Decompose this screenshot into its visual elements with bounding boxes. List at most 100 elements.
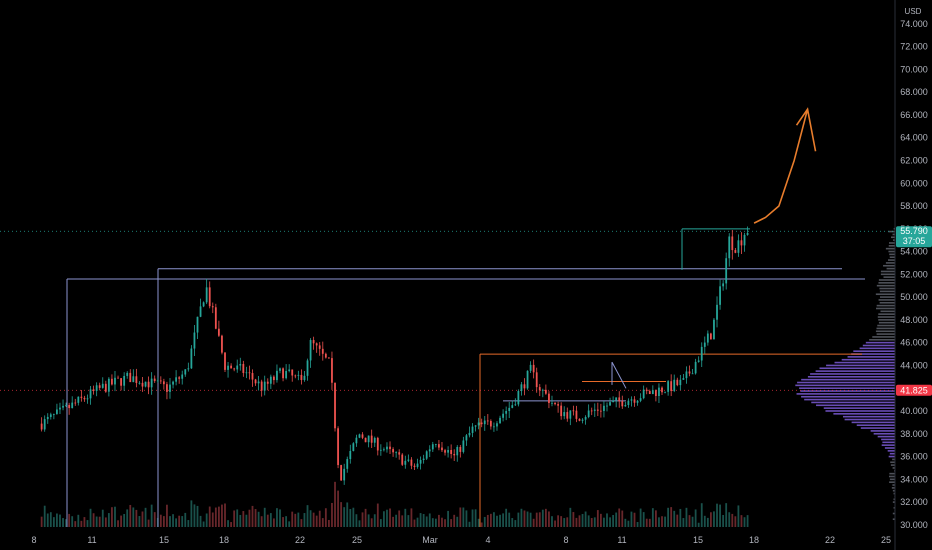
candle-body (416, 463, 419, 467)
volume-bar (98, 516, 101, 527)
candle-body (340, 465, 343, 481)
volume-bar (107, 513, 110, 527)
candle-body (162, 381, 165, 385)
volume-bar (728, 512, 731, 527)
candle-body (465, 435, 468, 441)
profile-row (801, 395, 895, 398)
volume-bar (716, 503, 718, 527)
volume-bar (694, 509, 697, 527)
volume-bar (654, 510, 657, 527)
candle-body (544, 389, 547, 394)
candle-body (373, 437, 376, 443)
price-tick-label: 60.000 (900, 178, 928, 188)
profile-row (888, 455, 895, 458)
candle-body (679, 379, 682, 386)
volume-bar (517, 512, 520, 527)
volume-bar (578, 515, 581, 527)
time-tick-label: 8 (563, 535, 568, 545)
volume-bar (465, 510, 468, 527)
volume-bar (468, 521, 471, 527)
price-tick-label: 44.000 (900, 361, 928, 371)
volume-bar (242, 511, 245, 527)
profile-row (797, 381, 895, 384)
candle-body (502, 413, 504, 418)
candle-body (321, 348, 324, 354)
candle-body (184, 369, 187, 375)
volume-bar (211, 512, 214, 527)
candle-body (606, 405, 608, 407)
volume-bar (190, 500, 193, 527)
volume-bar (706, 517, 709, 527)
volume-bar (609, 517, 611, 527)
volume-bar (431, 518, 434, 527)
profile-row (889, 242, 895, 244)
candle-body (664, 391, 666, 393)
time-tick-label: 22 (295, 535, 305, 545)
volume-bar (288, 521, 291, 527)
candle-body (62, 405, 64, 408)
candle-body (233, 368, 236, 370)
price-axis[interactable]: USD 74.000 72.000 70.000 68.000 66.000 64.000… (894, 0, 928, 550)
candle-body (578, 418, 581, 421)
candle-body (126, 372, 129, 376)
volume-bar (480, 522, 483, 527)
profile-row (796, 393, 895, 395)
volume-bar (584, 511, 587, 527)
volume-bar (181, 516, 184, 527)
volume-bar (196, 505, 199, 527)
profile-row (844, 418, 895, 421)
profile-row (889, 253, 895, 256)
candle-body (584, 416, 587, 420)
candle-body (630, 399, 633, 401)
volume-bar (450, 519, 453, 527)
candle-body (297, 374, 300, 376)
volume-bar (303, 513, 306, 527)
candle-body (413, 465, 416, 467)
reference-price-label: 41.825 (900, 385, 928, 395)
candle-body (581, 419, 584, 421)
profile-row (879, 301, 895, 304)
candle-body (557, 404, 560, 406)
candle-body (309, 340, 312, 361)
volume-bar (618, 508, 621, 527)
current-price-badge (896, 226, 932, 248)
time-axis[interactable]: 8 11 15 18 22 25 Mar 4 8 11 15 18 22 25 (31, 535, 891, 545)
volume-bar (230, 522, 233, 527)
candle-body (52, 413, 55, 415)
candlesticks (40, 226, 749, 485)
volume-bar (673, 510, 676, 527)
candle-body (535, 372, 538, 388)
volume-bar (321, 518, 324, 527)
candle-body (352, 443, 355, 451)
candle-body (166, 384, 168, 392)
candle-body (410, 459, 413, 466)
candle-body (483, 420, 486, 425)
volume-bar (413, 519, 416, 527)
candle-body (401, 454, 404, 465)
volume-bar (511, 518, 514, 527)
candle-body (612, 400, 615, 403)
price-tick-label: 30.000 (900, 520, 928, 530)
candle-body (743, 234, 746, 246)
volume-bar (658, 517, 660, 527)
projection-arrowhead (795, 107, 817, 152)
reference-price-badge (896, 384, 932, 396)
candle-body (462, 440, 465, 452)
volume-bar (486, 514, 489, 527)
candle-body (276, 370, 278, 381)
volume-bar (205, 513, 208, 527)
volume-bar (502, 513, 504, 527)
candle-body (331, 358, 333, 383)
profile-row (811, 401, 895, 404)
profile-row (877, 324, 895, 327)
candle-body (208, 287, 211, 307)
volume-bar (575, 517, 578, 527)
candle-body (202, 302, 205, 307)
candle-body (111, 378, 113, 385)
profile-row (888, 250, 895, 253)
volume-bar (444, 519, 446, 527)
volume-bar (514, 520, 517, 527)
volume-bar (615, 512, 618, 527)
candle-body (395, 452, 398, 454)
